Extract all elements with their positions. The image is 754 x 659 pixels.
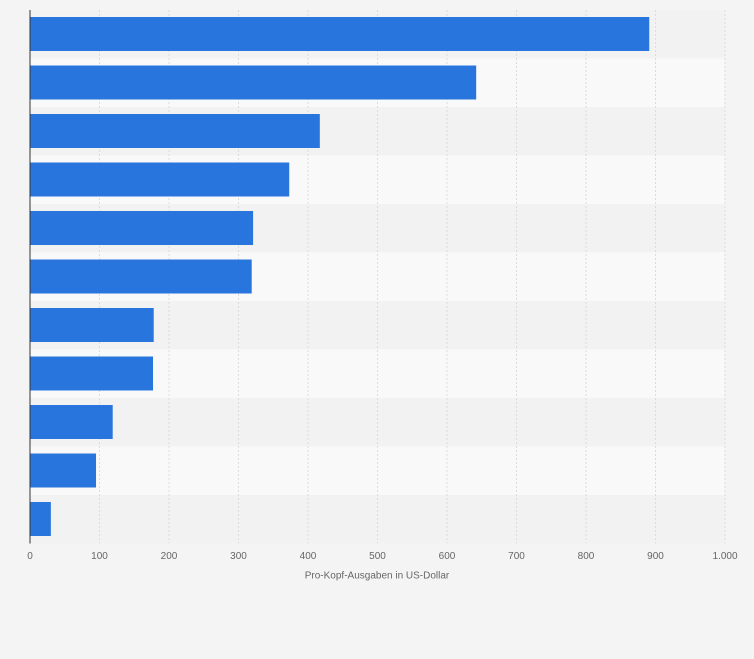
- x-tick-label: 0: [27, 551, 33, 562]
- x-tick-label: 400: [300, 551, 317, 562]
- x-tick-label: 600: [439, 551, 456, 562]
- x-tick-label: 100: [91, 551, 108, 562]
- bar: [30, 356, 154, 391]
- bar: [30, 308, 154, 342]
- x-tick-label: 300: [230, 551, 247, 562]
- x-axis-label: Pro-Kopf-Ausgaben in US-Dollar: [305, 571, 450, 582]
- x-tick-label: 200: [161, 551, 178, 562]
- bar: [30, 259, 252, 294]
- x-tick-label: 500: [369, 551, 386, 562]
- bar: [30, 65, 477, 100]
- bar: [30, 453, 97, 488]
- bar: [30, 114, 320, 148]
- bar: [30, 405, 113, 439]
- bar: [30, 17, 650, 51]
- x-tick-label: 700: [508, 551, 525, 562]
- bar: [30, 211, 254, 245]
- x-tick-label: 800: [578, 551, 595, 562]
- bar: [30, 502, 51, 536]
- x-tick-label: 900: [647, 551, 664, 562]
- x-tick-label: 1.000: [712, 551, 737, 562]
- bar: [30, 162, 290, 197]
